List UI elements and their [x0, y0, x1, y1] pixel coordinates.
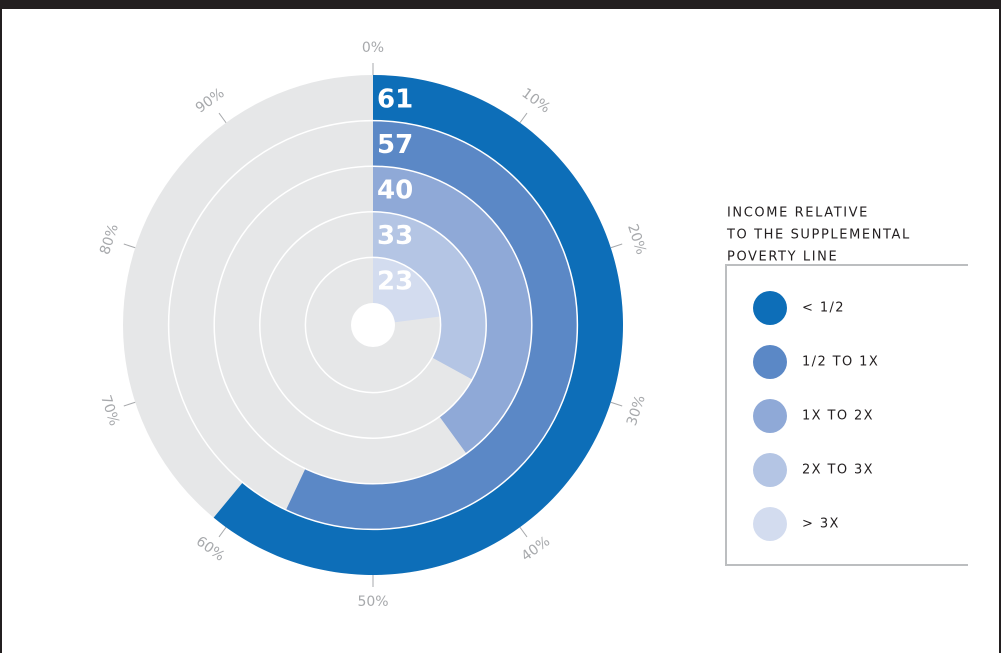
tick-label: 50% — [357, 594, 388, 610]
tick-mark — [519, 526, 528, 538]
value-label: 57 — [377, 130, 413, 160]
tick-label: 80% — [97, 222, 122, 257]
legend-swatch — [753, 291, 787, 325]
radial-bar — [373, 166, 532, 454]
legend-label: < 1/2 — [802, 301, 845, 316]
legend-swatch — [753, 507, 787, 541]
tick-mark — [218, 526, 227, 538]
tick-mark — [218, 112, 227, 124]
ring-separator — [167, 119, 579, 531]
ring-separator — [259, 211, 487, 439]
top-bar — [0, 0, 1001, 9]
value-label: 33 — [377, 221, 413, 251]
legend-frame — [725, 264, 968, 566]
tick-mark — [123, 243, 136, 249]
left-border — [0, 0, 2, 653]
legend-title: INCOME RELATIVE — [727, 206, 869, 221]
tick-label: 30% — [624, 393, 649, 428]
radial-bar — [373, 211, 487, 380]
value-label: 40 — [377, 176, 413, 206]
legend-label: 1X TO 2X — [802, 409, 874, 424]
value-label: 61 — [377, 84, 413, 114]
ring-separator — [213, 165, 533, 485]
tick-mark — [123, 401, 136, 407]
center-hole — [351, 303, 395, 347]
tick-label: 0% — [362, 40, 384, 56]
right-border — [999, 0, 1001, 653]
legend-swatch — [753, 399, 787, 433]
legend-label: 1/2 TO 1X — [802, 355, 879, 370]
tick-label: 10% — [519, 85, 554, 116]
tick-label: 60% — [193, 533, 228, 564]
tick-mark — [610, 401, 623, 407]
legend-swatch — [753, 345, 787, 379]
tick-label: 70% — [97, 393, 122, 428]
radial-bar — [373, 257, 441, 323]
legend-label: 2X TO 3X — [802, 463, 874, 478]
tick-mark — [610, 243, 623, 249]
value-label: 23 — [377, 267, 413, 297]
ring-separator — [304, 256, 442, 394]
legend-title: TO THE SUPPLEMENTAL — [726, 228, 911, 243]
tick-label: 40% — [519, 533, 554, 564]
radial-bar — [285, 120, 578, 530]
radial-bar — [213, 75, 624, 575]
legend-label: > 3X — [802, 517, 840, 532]
tick-label: 20% — [624, 222, 649, 257]
legend-title: POVERTY LINE — [727, 250, 838, 265]
tick-label: 90% — [193, 85, 228, 116]
legend-swatch — [753, 453, 787, 487]
tick-mark — [519, 112, 528, 124]
